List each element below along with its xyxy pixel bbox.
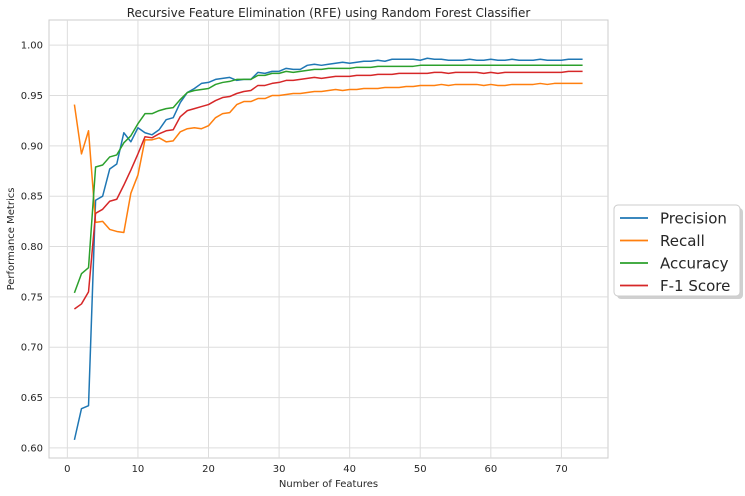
y-tick-label: 1.00: [21, 41, 43, 52]
series-line-accuracy: [73, 64, 583, 294]
x-tick-label: 10: [132, 464, 145, 475]
series-line-precision: [73, 57, 583, 441]
legend-box: [613, 204, 741, 297]
y-tick-label: 0.90: [21, 141, 43, 152]
x-tick-label: 0: [64, 464, 70, 475]
series-lines: [73, 57, 583, 441]
series-line-f-1-score: [73, 70, 583, 310]
plot-area: [48, 19, 609, 459]
x-tick-label: 50: [414, 464, 427, 475]
x-tick-label: 20: [202, 464, 215, 475]
legend: Precision Recall Accuracy F-1 Score: [613, 204, 743, 299]
x-tick-label: 60: [484, 464, 497, 475]
y-tick-label: 0.70: [21, 343, 43, 354]
x-tick-label: 30: [273, 464, 286, 475]
x-axis-label: Number of Features: [279, 479, 378, 490]
legend-label-accuracy: Accuracy: [660, 255, 729, 273]
series-line-recall: [73, 82, 583, 234]
y-axis-label: Performance Metrics: [6, 188, 17, 291]
y-axis-ticks: 0.60 0.65 0.70 0.75 0.80 0.85 0.90 0.95 1.00: [21, 41, 43, 455]
y-tick-label: 0.65: [21, 393, 43, 404]
legend-label-precision: Precision: [660, 210, 727, 228]
y-tick-label: 0.80: [21, 242, 43, 253]
legend-label-recall: Recall: [660, 232, 705, 250]
y-tick-label: 0.60: [21, 443, 43, 454]
y-tick-label: 0.95: [21, 91, 43, 102]
x-tick-label: 70: [555, 464, 568, 475]
y-tick-label: 0.85: [21, 192, 43, 203]
chart-title: Recursive Feature Elimination (RFE) usin…: [127, 6, 531, 20]
gridlines: [49, 20, 608, 458]
x-axis-ticks: 0 10 20 30 40 50 60 70: [64, 464, 568, 475]
y-tick-label: 0.75: [21, 292, 43, 303]
x-tick-label: 40: [343, 464, 356, 475]
legend-label-f-1-score: F-1 Score: [660, 277, 730, 295]
